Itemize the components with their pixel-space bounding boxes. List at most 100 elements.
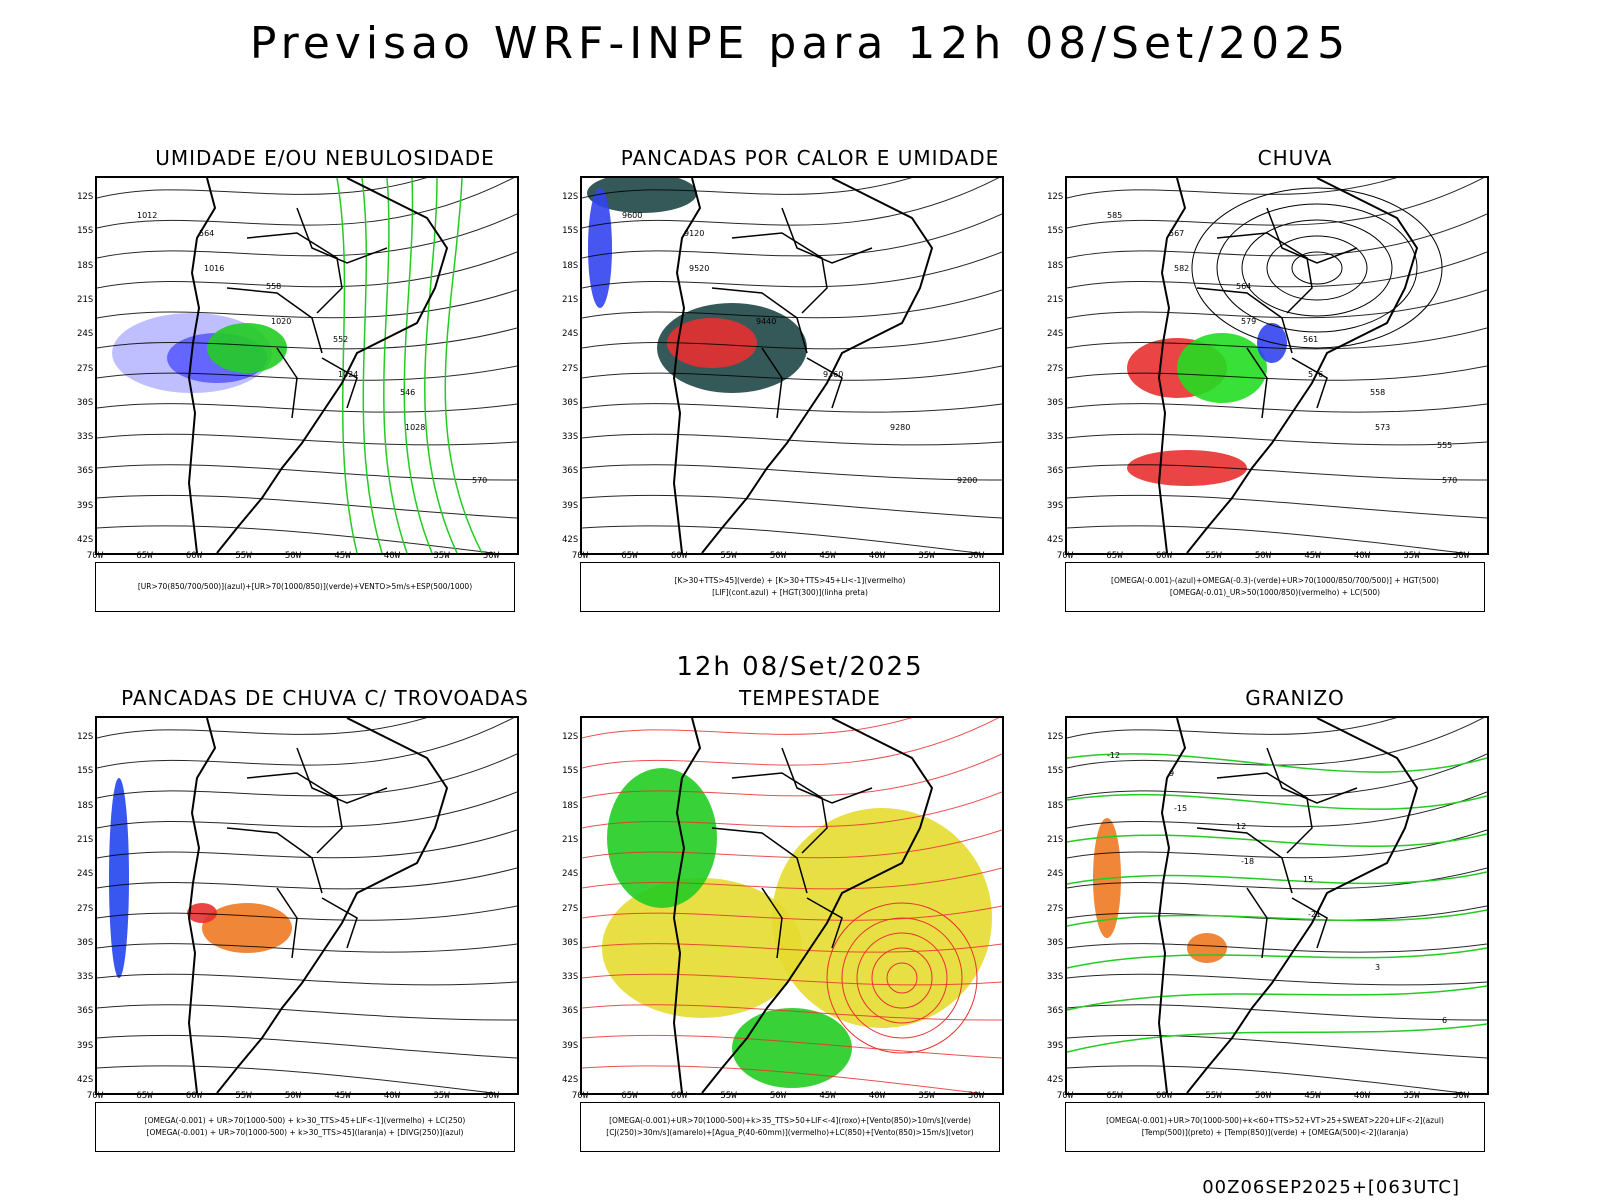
map-frame: 9600 9520 9440 9360 9280 9200 9120 (580, 176, 1004, 555)
contour-line (97, 494, 517, 519)
contour-line (1067, 867, 1487, 890)
country-border (321, 357, 358, 409)
contour-label: 570 (1442, 476, 1457, 485)
contour-line (582, 718, 1000, 769)
field-shading (732, 1008, 852, 1088)
field-shading (587, 178, 697, 213)
lon-tick-label: 35W (918, 551, 935, 561)
contour-label: 9 (1169, 769, 1174, 778)
lat-tick-label: 18S (77, 260, 94, 271)
lon-tick-label: 50W (284, 1091, 302, 1101)
contour-line (1266, 235, 1368, 301)
map-frame (580, 716, 1004, 1095)
lon-tick-label: 55W (235, 1091, 252, 1101)
legend-line: [OMEGA(-0.001) + UR>70(1000-500) + k>30_… (146, 1128, 464, 1137)
lon-tick-label: 40W (383, 551, 401, 561)
contour-line (1067, 433, 1487, 446)
lat-tick-label: 24S (77, 869, 94, 880)
lat-tick-label: 27S (77, 903, 94, 914)
contour-label: 1012 (137, 211, 157, 220)
contour-label: 567 (1169, 229, 1184, 238)
contour-line (1067, 251, 1487, 289)
panel-title: PANCADAS DE CHUVA C/ TROVOADAS (121, 686, 529, 710)
coastline (187, 718, 217, 1093)
country-border (246, 232, 343, 314)
contour-line (1067, 1034, 1487, 1059)
contour-line (1067, 791, 1487, 829)
coastline (701, 718, 934, 1093)
country-border (711, 287, 808, 354)
contour-line (871, 947, 933, 1009)
contour-label: 558 (266, 282, 281, 291)
map-canvas (97, 718, 517, 1093)
lat-tick-label: 30S (1047, 937, 1064, 948)
contour-line (1067, 1004, 1487, 1021)
contour-line (582, 178, 913, 199)
contour-line (582, 905, 1002, 921)
lat-tick-label: 30S (77, 937, 94, 948)
contour-line (1291, 251, 1343, 285)
contour-label: -15 (1174, 804, 1187, 813)
contour-line (361, 178, 383, 553)
lat-tick-label: 15S (77, 226, 94, 237)
contour-label: 15 (1303, 875, 1313, 884)
lon-tick-label: 30W (482, 551, 500, 561)
lat-tick-label: 18S (77, 800, 94, 811)
legend-line: [LIF](cont.azul) + [HGT(300)](linha pret… (712, 588, 868, 597)
contour-label: 1028 (405, 423, 425, 432)
field-shading (1127, 450, 1247, 486)
map-canvas: 1012 1016 1020 1024 1028 570 564 558 552 546 (97, 178, 517, 553)
contour-line (582, 464, 1002, 481)
contour-label: 585 (1107, 211, 1122, 220)
lon-tick-label: 45W (819, 1091, 836, 1101)
contour-line (826, 902, 978, 1054)
lat-tick-label: 15S (77, 766, 94, 777)
contour-line (1067, 871, 1487, 885)
country-border (1266, 747, 1358, 804)
contour-line (1067, 753, 1487, 773)
lon-tick-label: 40W (1353, 1091, 1371, 1101)
lat-tick-label: 36S (562, 1006, 579, 1017)
lon-tick-label: 30W (1452, 1091, 1470, 1101)
lon-tick-label: 65W (136, 551, 153, 561)
lon-tick-label: 65W (136, 1091, 153, 1101)
contour-line (1067, 947, 1487, 969)
contour-label: -18 (1241, 857, 1254, 866)
country-border (806, 897, 843, 949)
lon-tick-label: 65W (621, 1091, 638, 1101)
lat-tick-label: 30S (1047, 397, 1064, 408)
country-border (226, 287, 323, 354)
legend-line: [OMEGA(-0.01)_UR>50(1000/850)(vermelho) … (1169, 588, 1381, 597)
panel-title: CHUVA (1257, 146, 1333, 170)
lat-tick-label: 12S (562, 732, 579, 742)
lat-tick-label: 12S (77, 732, 94, 742)
lat-tick-label: 33S (77, 432, 94, 443)
contour-label: 3 (1375, 963, 1380, 972)
country-border (781, 747, 873, 804)
main-title: Previsao WRF-INPE para 12h 08/Set/2025 (249, 18, 1351, 69)
contour-line (582, 791, 1002, 829)
contour-label: 9600 (622, 211, 642, 220)
map-frame: 585 582 579 576 573 570 567 564 561 558 555 (1065, 176, 1489, 555)
lon-tick-label: 60W (670, 551, 688, 561)
lon-tick-label: 30W (482, 1091, 500, 1101)
contour-line (582, 403, 1002, 413)
lon-tick-label: 65W (621, 551, 638, 561)
lon-tick-label: 60W (1155, 551, 1173, 561)
contour-line (1067, 718, 1485, 769)
coastline (701, 178, 934, 553)
lat-tick-label: 42S (1047, 1075, 1064, 1085)
field-shading (667, 318, 757, 368)
contour-label: 555 (1437, 441, 1452, 450)
field-shading (202, 903, 292, 953)
contour-label: -12 (1107, 751, 1120, 760)
contour-line (97, 791, 517, 829)
lat-tick-label: 12S (1047, 732, 1064, 742)
contour-label: 579 (1241, 317, 1256, 326)
lat-tick-label: 39S (77, 500, 94, 511)
country-border (321, 897, 358, 949)
contour-line (582, 433, 1002, 446)
contour-label: 546 (400, 388, 415, 397)
field-shading (607, 768, 717, 908)
legend-line: [OMEGA(-0.001) + UR>70(1000-500) + k>30_… (144, 1116, 466, 1125)
